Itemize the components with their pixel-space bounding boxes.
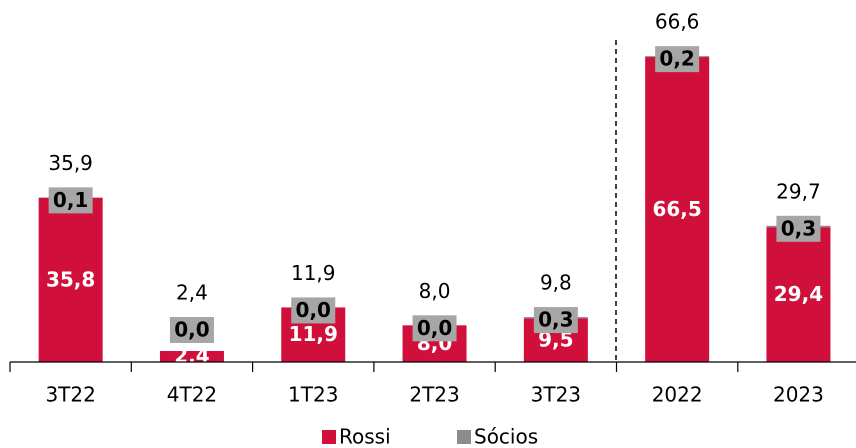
label-box: [291, 297, 336, 324]
value-label: 66,5: [652, 197, 701, 221]
legend-label: Rossi: [339, 425, 391, 448]
x-tick-label: 1T23: [288, 383, 338, 407]
legend-swatch: [322, 430, 336, 444]
value-label: 0,3: [538, 308, 573, 332]
x-tick-label: 2022: [652, 383, 703, 407]
value-label: 0,1: [53, 188, 88, 212]
label-box: [533, 307, 578, 334]
value-label: 11,9: [289, 322, 338, 346]
bar-segment: [38, 197, 103, 362]
total-label: 11,9: [291, 261, 336, 285]
value-label: 0,0: [296, 298, 331, 322]
bar-segment: [159, 350, 224, 362]
x-tick-label: 3T23: [531, 383, 581, 407]
x-tick-label: 2T23: [409, 383, 459, 407]
legend-swatch: [457, 430, 471, 444]
value-label: 35,8: [46, 267, 95, 291]
total-label: 8,0: [419, 279, 451, 303]
label-box: [169, 317, 214, 343]
value-label: 0,3: [781, 216, 816, 240]
label-box: [776, 215, 821, 242]
value-label: 0,0: [417, 316, 452, 340]
x-tick-label: 4T22: [167, 383, 217, 407]
value-label: 0,0: [174, 318, 209, 342]
legend-label: Sócios: [474, 425, 538, 448]
bar-segment: [766, 227, 831, 362]
label-box: [412, 315, 457, 342]
bar-segment: [645, 57, 710, 363]
value-label: 0,2: [659, 47, 694, 71]
total-label: 9,8: [540, 271, 572, 295]
label-box: [655, 46, 700, 73]
label-box: [48, 187, 93, 214]
value-label: 2,4: [174, 344, 209, 368]
total-label: 66,6: [655, 10, 700, 34]
x-tick-label: 3T22: [45, 383, 95, 407]
total-label: 2,4: [176, 281, 208, 305]
value-label: 29,4: [774, 282, 823, 306]
total-label: 29,7: [776, 179, 821, 203]
total-label: 35,9: [48, 151, 93, 175]
x-tick-label: 2023: [773, 383, 824, 407]
